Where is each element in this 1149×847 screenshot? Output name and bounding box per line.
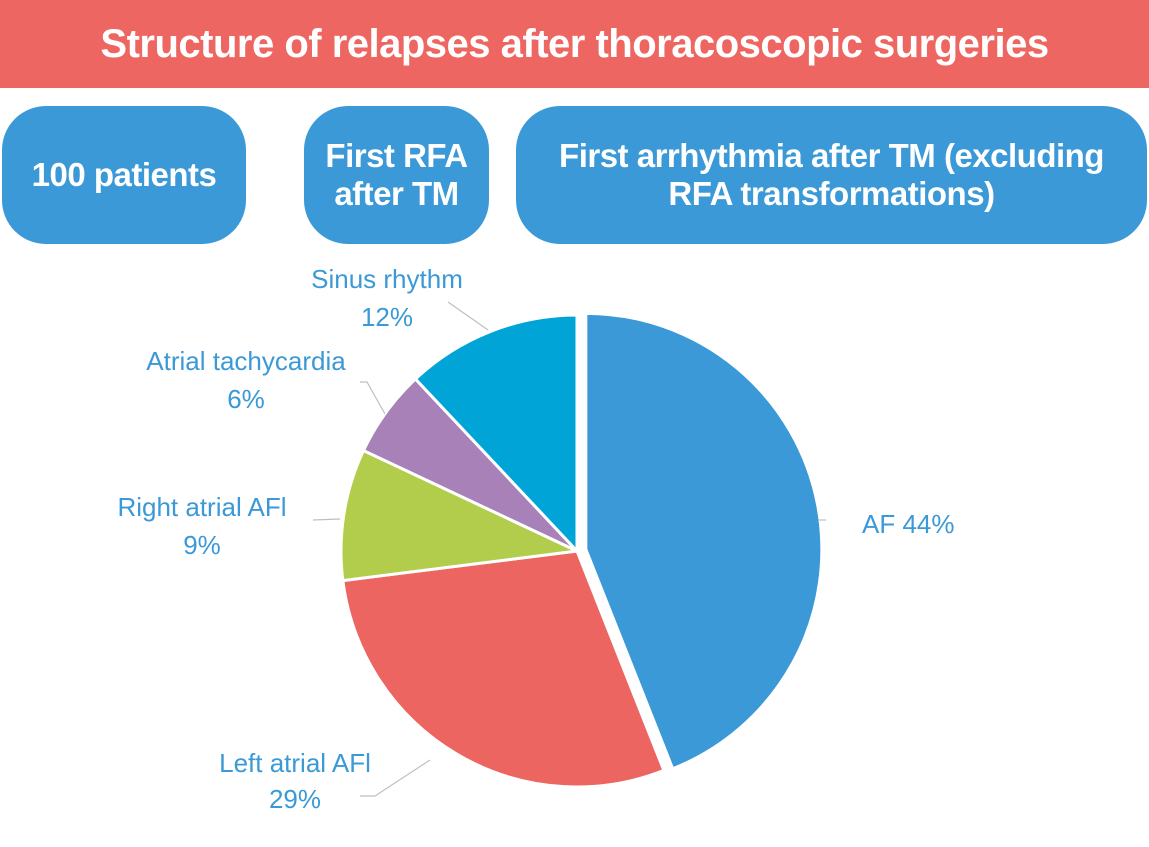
box-patients-label: 100 patients bbox=[31, 156, 217, 194]
box-first-rfa-line1: First RFA bbox=[325, 137, 468, 175]
label-right-afl: Right atrial AFl bbox=[117, 492, 286, 522]
leader-line-sinus bbox=[447, 301, 489, 331]
label-tachycardia: Atrial tachycardia bbox=[146, 346, 346, 376]
label-left-afl: Left atrial AFl bbox=[219, 748, 371, 778]
leader-line-left-afl bbox=[360, 759, 431, 797]
chart-title: Structure of relapses after thoracoscopi… bbox=[0, 0, 1149, 88]
pie-slice-sinus-rhythm bbox=[413, 313, 579, 555]
box-patients: 100 patients bbox=[2, 106, 246, 244]
pie-slice-left-atrial-afl bbox=[341, 549, 666, 789]
label-right-afl-pct: 9% bbox=[183, 530, 221, 560]
pie-slice-af bbox=[584, 311, 824, 771]
label-af: AF 44% bbox=[862, 509, 955, 539]
leader-line-tachycardia bbox=[360, 381, 386, 415]
box-first-arrhythmia: First arrhythmia after TM (excluding RFA … bbox=[516, 106, 1147, 244]
pie-slice-right-atrial-afl bbox=[339, 448, 583, 583]
label-sinus: Sinus rhythm bbox=[311, 264, 463, 294]
label-tachycardia-pct: 6% bbox=[227, 384, 265, 414]
label-sinus-pct: 12% bbox=[361, 302, 413, 332]
label-left-afl-pct: 29% bbox=[269, 784, 321, 814]
box-first-rfa: First RFA after TM bbox=[304, 106, 489, 244]
box-first-rfa-line2: after TM bbox=[334, 175, 459, 212]
box-first-arrhythmia-line2: RFA transformations) bbox=[668, 175, 995, 212]
leader-line-right-afl bbox=[312, 518, 341, 521]
box-first-arrhythmia-line1: First arrhythmia after TM (excluding bbox=[559, 137, 1104, 175]
